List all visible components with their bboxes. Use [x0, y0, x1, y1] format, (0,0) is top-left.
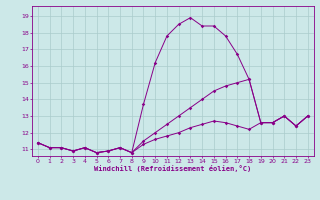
X-axis label: Windchill (Refroidissement éolien,°C): Windchill (Refroidissement éolien,°C) — [94, 165, 252, 172]
